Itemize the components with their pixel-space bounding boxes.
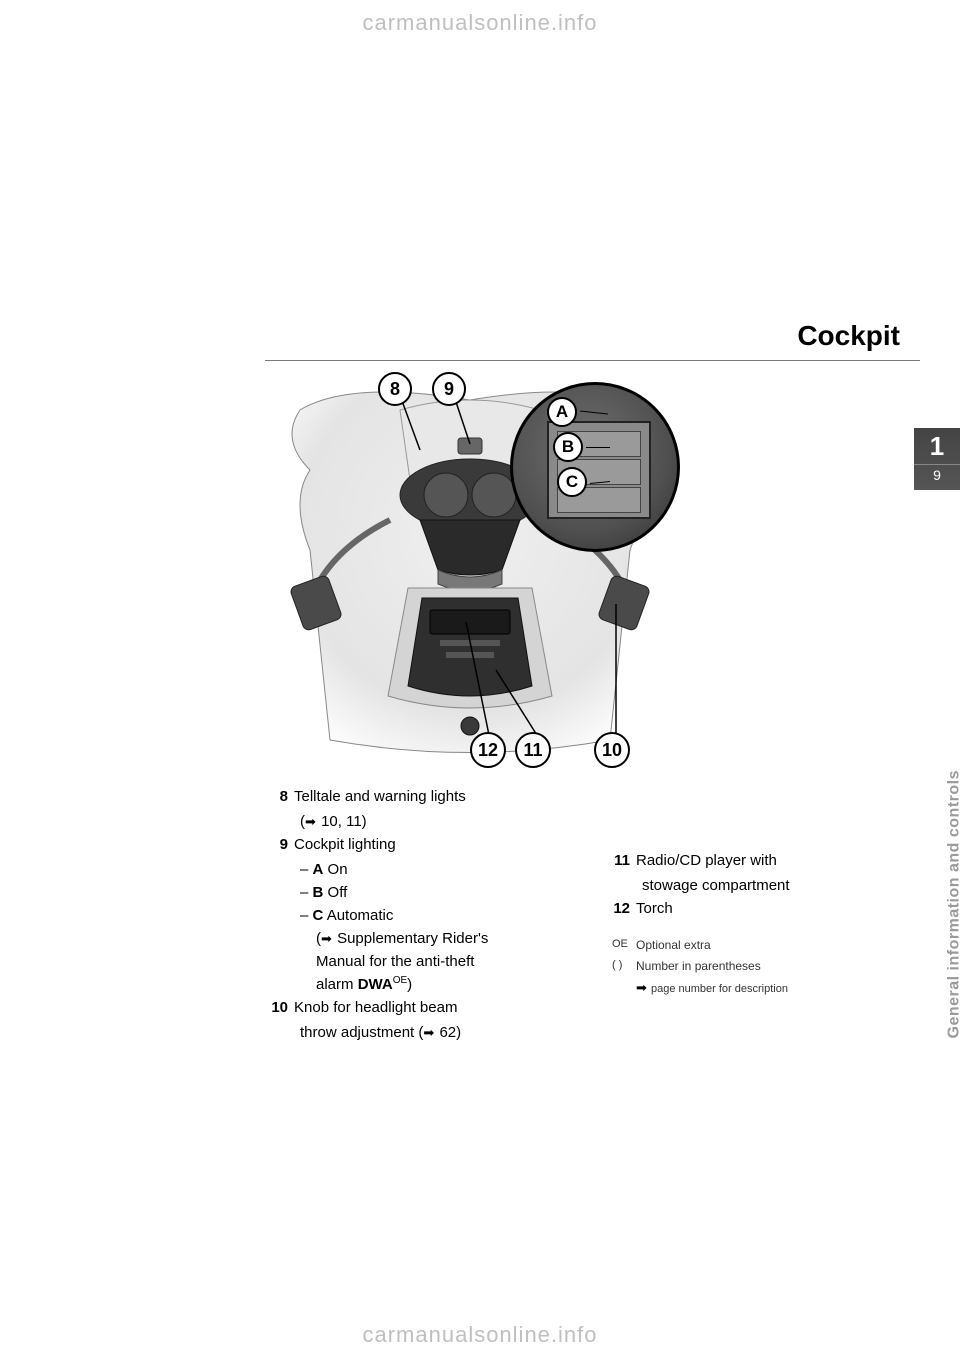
footnote-oe-key: OE xyxy=(612,937,636,954)
item-12-text: Torch xyxy=(636,898,910,919)
item-11-text2: stowage compartment xyxy=(642,875,910,896)
item-8-num: 8 xyxy=(270,786,294,807)
item-11: 11 Radio/CD player with xyxy=(612,850,910,871)
arrow-icon xyxy=(305,813,317,830)
page-title: Cockpit xyxy=(797,320,900,352)
leader-b xyxy=(586,447,610,448)
item-9: 9 Cockpit lighting xyxy=(270,834,568,855)
item-10: 10 Knob for headlight beam xyxy=(270,997,568,1018)
item-11-num: 11 xyxy=(612,850,636,871)
watermark-bottom: carmanualsonline.info xyxy=(0,1322,960,1348)
item-8-ref: ( 10, 11) xyxy=(300,811,568,832)
item-9-c-line2: Manual for the anti-theft xyxy=(316,951,568,972)
watermark-top: carmanualsonline.info xyxy=(0,10,960,36)
right-column: 11 Radio/CD player with stowage compartm… xyxy=(612,850,910,1045)
item-10-text2: throw adjustment ( 62) xyxy=(300,1022,568,1043)
callout-letter-c: C xyxy=(557,467,587,497)
radio-unit xyxy=(430,610,510,634)
item-10-text1: Knob for headlight beam xyxy=(294,997,568,1018)
section-label: General information and controls xyxy=(945,770,960,1038)
footnotes: OE Optional extra ( ) Number in parenthe… xyxy=(612,937,910,997)
footnote-oe: OE Optional extra xyxy=(612,937,910,954)
chapter-number: 1 xyxy=(914,428,960,464)
item-11-text1: Radio/CD player with xyxy=(636,850,910,871)
key-cylinder xyxy=(461,717,479,735)
footnote-paren-sub: page number for description xyxy=(636,979,910,997)
item-12: 12 Torch xyxy=(612,898,910,919)
lighting-switch-detail xyxy=(510,382,680,552)
callout-11: 11 xyxy=(515,732,551,768)
content-columns: 8 Telltale and warning lights ( 10, 11) … xyxy=(270,786,910,1045)
page: carmanualsonline.info Cockpit 1 9 Genera… xyxy=(0,0,960,1358)
item-9-b: – B Off xyxy=(300,882,568,903)
callout-8: 8 xyxy=(378,372,412,406)
item-10-num: 10 xyxy=(270,997,294,1018)
arrow-icon xyxy=(636,983,648,995)
callout-10: 10 xyxy=(594,732,630,768)
gauge-right xyxy=(472,473,516,517)
item-8-ref-text: 10, 11) xyxy=(321,813,367,830)
item-9-a: – A On xyxy=(300,859,568,880)
callout-9: 9 xyxy=(432,372,466,406)
item-8-text: Telltale and warning lights xyxy=(294,786,568,807)
item-9-c: – C Automatic xyxy=(300,905,568,926)
top-sensor xyxy=(458,438,482,454)
callout-letter-a: A xyxy=(547,397,577,427)
page-number: 9 xyxy=(914,464,960,483)
callout-12: 12 xyxy=(470,732,506,768)
slot-2 xyxy=(446,652,494,658)
arrow-icon xyxy=(321,930,333,947)
item-9-text: Cockpit lighting xyxy=(294,834,568,855)
title-rule xyxy=(265,360,920,361)
left-column: 8 Telltale and warning lights ( 10, 11) … xyxy=(270,786,568,1045)
footnote-paren: ( ) Number in parentheses xyxy=(612,958,910,975)
footnote-paren-key: ( ) xyxy=(612,958,636,975)
item-8: 8 Telltale and warning lights xyxy=(270,786,568,807)
item-9-c-line1: ( Supplementary Rider's xyxy=(316,928,568,949)
arrow-icon xyxy=(423,1024,435,1041)
chapter-tab: 1 9 xyxy=(914,428,960,490)
gauge-left xyxy=(424,473,468,517)
item-9-num: 9 xyxy=(270,834,294,855)
footnote-paren-desc: Number in parentheses xyxy=(636,958,910,975)
callout-letter-b: B xyxy=(553,432,583,462)
footnote-oe-desc: Optional extra xyxy=(636,937,910,954)
item-9-c-line3: alarm DWAOE) xyxy=(316,974,568,995)
item-12-num: 12 xyxy=(612,898,636,919)
